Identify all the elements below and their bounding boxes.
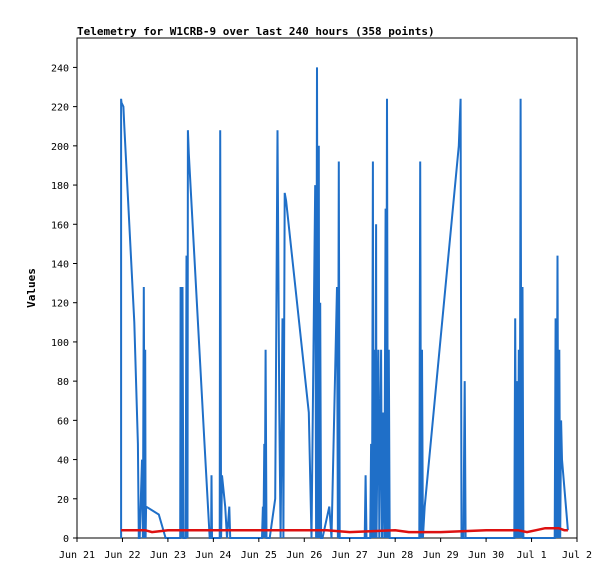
y-axis: 0 20 40 60 80 100 120 140 160 180 200 220 240 — [51, 63, 77, 545]
y-tick-label: 40 — [57, 456, 69, 467]
x-tick-label: Jun 26 — [286, 550, 322, 561]
y-tick-label: 200 — [51, 142, 69, 153]
x-axis: Jun 21 Jun 22 Jun 23 Jun 24 Jun 25 Jun 26 Jun … — [59, 538, 592, 561]
y-tick-label: 220 — [51, 103, 69, 114]
y-tick-label: 0 — [63, 534, 69, 545]
x-tick-label: Jun 30 — [468, 550, 504, 561]
x-tick-label: Jun 23 — [150, 550, 186, 561]
y-tick-label: 20 — [57, 495, 69, 506]
x-tick-label: Jun 28 — [377, 550, 413, 561]
series-line-2 — [121, 526, 568, 534]
x-tick-label: Jul 2 — [562, 550, 592, 561]
y-tick-label: 180 — [51, 181, 69, 192]
y-tick-label: 120 — [51, 299, 69, 310]
x-tick-label: Jun 21 — [59, 550, 95, 561]
x-tick-label: Jul 1 — [516, 550, 546, 561]
y-axis-label: Values — [25, 268, 38, 308]
x-tick-label: Jun 27 — [332, 550, 368, 561]
y-tick-label: 100 — [51, 338, 69, 349]
y-tick-label: 140 — [51, 259, 69, 270]
x-tick-label: Jun 22 — [104, 550, 140, 561]
x-tick-label: Jun 25 — [241, 550, 277, 561]
chart-title: Telemetry for W1CRB-9 over last 240 hour… — [77, 25, 435, 38]
plot-area — [76, 37, 578, 539]
series-line-1 — [120, 67, 569, 539]
x-tick-label: Jun 24 — [195, 550, 231, 561]
series-layer — [120, 67, 569, 539]
y-tick-label: 240 — [51, 63, 69, 74]
y-tick-label: 80 — [57, 377, 69, 388]
y-tick-label: 60 — [57, 416, 69, 427]
x-tick-label: Jun 29 — [423, 550, 459, 561]
y-tick-label: 160 — [51, 220, 69, 231]
